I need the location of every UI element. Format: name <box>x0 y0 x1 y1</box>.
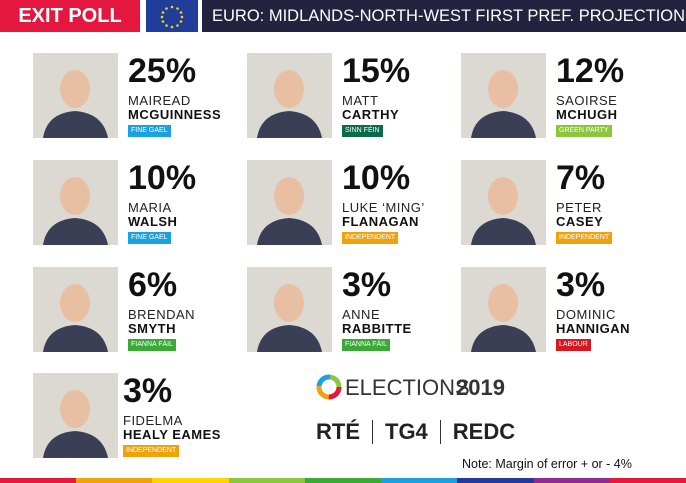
party-badge: FIANNA FÁIL <box>128 339 177 351</box>
portrait <box>33 267 118 352</box>
party-badge: FINE GAEL <box>128 232 171 244</box>
portrait <box>247 267 332 352</box>
percent: 25% <box>128 52 197 90</box>
photo <box>247 53 332 138</box>
portrait <box>33 373 118 458</box>
first-name: PETER <box>556 200 602 215</box>
last-name: HANNIGAN <box>556 321 631 336</box>
percent: 3% <box>556 266 606 304</box>
elections-logo: ELECTIONS 2019 <box>316 374 505 400</box>
broadcasters: RTÉ TG4 REDC <box>316 418 515 445</box>
portrait <box>247 53 332 138</box>
broadcaster: RTÉ <box>316 419 360 445</box>
stripe <box>0 478 686 483</box>
last-name: CASEY <box>556 214 604 229</box>
party-badge: INDEPENDENT <box>556 232 613 244</box>
percent: 12% <box>556 52 625 90</box>
title: EURO: MIDLANDS-NORTH-WEST FIRST PREF. PR… <box>202 0 686 32</box>
first-name: MAIREAD <box>128 93 191 108</box>
photo <box>461 160 546 245</box>
photo <box>33 373 118 458</box>
last-name: SMYTH <box>128 321 176 336</box>
note: Note: Margin of error + or - 4% <box>462 457 632 471</box>
first-name: FIDELMA <box>123 413 183 428</box>
percent: 3% <box>123 372 173 410</box>
broadcaster: REDC <box>452 419 516 445</box>
first-name: BRENDAN <box>128 307 196 322</box>
portrait <box>247 160 332 245</box>
first-name: MATT <box>342 93 379 108</box>
separator <box>372 420 373 445</box>
photo <box>33 160 118 245</box>
portrait <box>33 53 118 138</box>
last-name: HEALY EAMES <box>123 427 221 442</box>
percent: 10% <box>342 159 411 197</box>
party-badge: FINE GAEL <box>128 125 171 137</box>
percent: 15% <box>342 52 411 90</box>
separator <box>439 420 441 445</box>
first-name: ANNE <box>342 307 381 322</box>
first-name: MARIA <box>128 200 172 215</box>
photo <box>247 267 332 352</box>
last-name: RABBITTE <box>342 321 412 336</box>
last-name: MCGUINNESS <box>128 107 222 122</box>
first-name: DOMINIC <box>556 307 616 322</box>
percent: 6% <box>128 266 178 304</box>
party-badge: FIANNA FÁIL <box>342 339 391 351</box>
photo <box>461 267 546 352</box>
party-badge: SINN FÉIN <box>342 125 383 137</box>
party-badge: GREEN PARTY <box>556 125 612 137</box>
portrait <box>33 160 118 245</box>
first-name: SAOIRSE <box>556 93 618 108</box>
portrait <box>461 267 546 352</box>
last-name: CARTHY <box>342 107 400 122</box>
portrait <box>461 160 546 245</box>
broadcaster: TG4 <box>385 419 428 445</box>
eu-flag <box>146 0 198 32</box>
logo-year: 2019 <box>456 375 505 400</box>
photo <box>33 53 118 138</box>
photo <box>247 160 332 245</box>
portrait <box>461 53 546 138</box>
logo-text: ELECTIONS <box>345 375 470 400</box>
party-badge: LABOUR <box>556 339 591 351</box>
last-name: FLANAGAN <box>342 214 419 229</box>
percent: 7% <box>556 159 606 197</box>
first-name: LUKE ‘MING’ <box>342 200 425 215</box>
percent: 10% <box>128 159 197 197</box>
party-badge: INDEPENDENT <box>123 445 180 457</box>
badge: EXIT POLL <box>0 0 140 32</box>
percent: 3% <box>342 266 392 304</box>
party-badge: INDEPENDENT <box>342 232 399 244</box>
last-name: WALSH <box>128 214 178 229</box>
photo <box>461 53 546 138</box>
photo <box>33 267 118 352</box>
last-name: MCHUGH <box>556 107 618 122</box>
